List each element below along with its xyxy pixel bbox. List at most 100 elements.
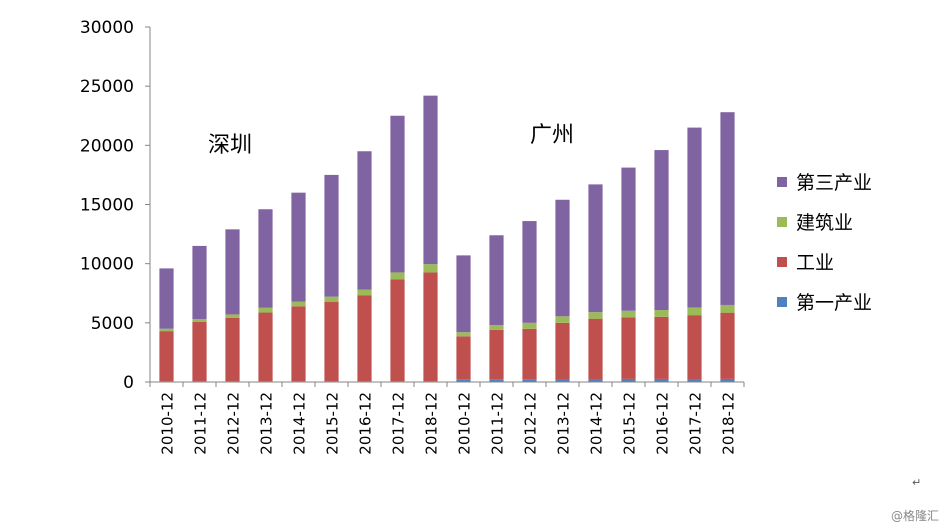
- x-tick-label: 2018-12: [720, 392, 738, 455]
- bar-segment: [324, 296, 339, 303]
- y-tick-label: 30000: [80, 18, 134, 38]
- bar-segment: [357, 295, 372, 382]
- bar-segment: [291, 301, 306, 307]
- bar-segment: [324, 174, 339, 297]
- bar-segment: [291, 306, 306, 382]
- y-tick-label: 25000: [80, 77, 134, 97]
- annotation-guangzhou: 广州: [530, 123, 574, 148]
- bar-segment: [555, 316, 570, 323]
- bar-segment: [720, 312, 735, 379]
- bar-segment: [555, 322, 570, 380]
- annotation-shenzhen: 深圳: [208, 133, 252, 158]
- watermark: @格隆汇: [890, 509, 939, 523]
- bar-segment: [687, 379, 702, 382]
- bar-segment: [489, 379, 504, 382]
- bars: [159, 95, 735, 382]
- bar-segment: [720, 378, 735, 382]
- bar-segment: [390, 115, 405, 273]
- x-tick-label: 2010-12: [159, 392, 177, 455]
- bar-segment: [522, 322, 537, 329]
- bar-segment: [654, 150, 669, 311]
- bar-segment: [621, 167, 636, 311]
- x-tick-label: 2015-12: [621, 392, 639, 455]
- bar-segment: [225, 317, 240, 382]
- bar-segment: [456, 336, 471, 380]
- x-tick-label: 2010-12: [456, 392, 474, 455]
- bar-segment: [621, 317, 636, 379]
- bar-segment: [456, 332, 471, 337]
- legend-label: 第一产业: [796, 292, 872, 314]
- bar-segment: [192, 322, 207, 382]
- bar-segment: [687, 127, 702, 308]
- legend-label: 第三产业: [796, 172, 872, 194]
- x-tick-label: 2013-12: [555, 392, 573, 455]
- bar-segment: [720, 304, 735, 313]
- bar-segment: [225, 314, 240, 318]
- bar-segment: [159, 268, 174, 329]
- legend-swatch: [777, 297, 787, 307]
- bar-segment: [159, 328, 174, 332]
- bar-segment: [687, 315, 702, 380]
- bar-segment: [489, 235, 504, 326]
- legend-label: 建筑业: [796, 212, 853, 234]
- y-tick-label: 0: [123, 373, 134, 393]
- x-tick-label: 2014-12: [588, 392, 606, 455]
- bar-segment: [621, 378, 636, 382]
- bar-segment: [258, 307, 273, 313]
- bar-segment: [357, 151, 372, 290]
- bar-segment: [588, 318, 603, 380]
- y-tick-label: 5000: [91, 314, 134, 334]
- bar-segment: [555, 379, 570, 382]
- bar-segment: [654, 378, 669, 382]
- x-tick-label: 2015-12: [324, 392, 342, 455]
- bar-segment: [687, 307, 702, 316]
- bar-segment: [489, 325, 504, 330]
- bar-segment: [489, 329, 504, 380]
- bar-segment: [192, 319, 207, 323]
- bar-segment: [423, 95, 438, 265]
- x-tick-label: 2011-12: [192, 392, 210, 455]
- legend-swatch: [777, 257, 787, 267]
- bar-segment: [522, 221, 537, 323]
- bar-segment: [423, 264, 438, 273]
- bar-segment: [456, 379, 471, 382]
- x-tick-label: 2014-12: [291, 392, 309, 455]
- bar-segment: [654, 310, 669, 317]
- bar-segment: [390, 272, 405, 280]
- bar-segment: [225, 229, 240, 315]
- x-tick-label: 2012-12: [522, 392, 540, 455]
- bar-segment: [555, 199, 570, 317]
- legend-label: 工业: [796, 252, 834, 274]
- bar-segment: [720, 112, 735, 305]
- bar-segment: [291, 192, 306, 302]
- bar-segment: [258, 312, 273, 382]
- x-tick-label: 2016-12: [654, 392, 672, 455]
- y-axis: 0 5000 10000 15000 20000 25000 30000: [80, 18, 151, 393]
- x-tick-label: 2017-12: [687, 392, 705, 455]
- legend-swatch: [777, 177, 787, 187]
- bar-segment: [357, 289, 372, 296]
- bar-segment: [390, 279, 405, 382]
- legend-swatch: [777, 217, 787, 227]
- x-tick-label: 2017-12: [390, 392, 408, 455]
- bar-segment: [522, 328, 537, 380]
- x-tick-label: 2018-12: [423, 392, 441, 455]
- x-axis: 2010-12 2011-12 2012-12 2013-12 2014-12 2015-…: [149, 381, 745, 455]
- bar-segment: [621, 310, 636, 318]
- bar-segment: [456, 255, 471, 333]
- return-mark: ↵: [912, 476, 922, 489]
- bar-segment: [258, 209, 273, 308]
- bar-segment: [192, 245, 207, 320]
- bar-segment: [588, 184, 603, 313]
- x-tick-label: 2013-12: [258, 392, 276, 455]
- x-tick-label: 2012-12: [225, 392, 243, 455]
- bar-segment: [159, 331, 174, 382]
- x-tick-label: 2016-12: [357, 392, 375, 455]
- y-tick-label: 20000: [80, 136, 134, 156]
- y-tick-label: 10000: [80, 255, 134, 275]
- bar-segment: [324, 302, 339, 382]
- bar-segment: [423, 272, 438, 382]
- bar-segment: [522, 379, 537, 382]
